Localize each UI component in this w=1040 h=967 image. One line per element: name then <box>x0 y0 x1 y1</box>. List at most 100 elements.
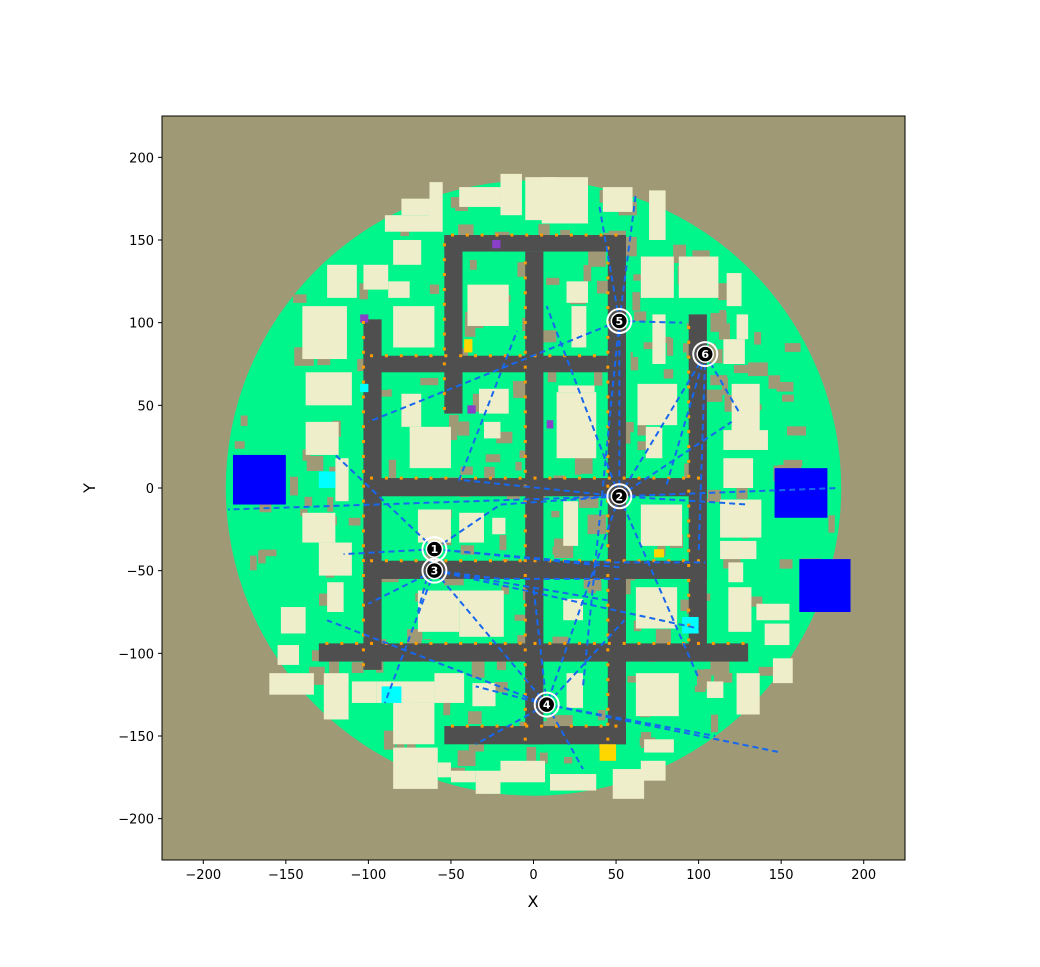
building <box>459 590 504 637</box>
road-marker <box>361 618 365 622</box>
road-marker <box>442 317 446 321</box>
road-marker <box>355 641 359 645</box>
water-block <box>799 559 851 612</box>
road-marker <box>523 350 527 354</box>
road-marker <box>523 425 527 429</box>
building <box>558 385 595 393</box>
ground-patch <box>515 461 522 471</box>
x-tick-label: −50 <box>437 868 464 883</box>
ground-patch <box>244 573 253 589</box>
road-marker <box>523 722 527 726</box>
y-tick-label: 50 <box>137 399 154 414</box>
road-marker <box>548 559 552 563</box>
road-marker <box>510 233 514 237</box>
road-marker <box>540 233 544 237</box>
route-path <box>618 353 707 497</box>
ground-patch <box>709 363 728 373</box>
road-marker <box>606 737 610 741</box>
road-marker <box>606 246 610 250</box>
ground-patch <box>383 730 396 750</box>
y-tick-label: 200 <box>129 151 154 166</box>
road-marker <box>687 564 691 568</box>
ground-patch <box>663 369 674 379</box>
road-marker <box>667 476 671 480</box>
ground-patch <box>415 397 428 413</box>
road-marker <box>687 415 691 419</box>
ground-patch <box>768 375 781 389</box>
road-marker <box>444 476 448 480</box>
road-marker <box>696 641 700 645</box>
road-marker <box>606 529 610 533</box>
route-node-6: 6 <box>692 341 719 368</box>
road-marker <box>523 603 527 607</box>
node-dot <box>425 561 444 580</box>
ground-patch <box>471 759 485 769</box>
road-marker <box>442 347 446 351</box>
road-marker <box>399 354 403 358</box>
ground-patch <box>545 620 558 640</box>
ground-patch <box>643 342 661 350</box>
route-node-1: 1 <box>421 536 448 563</box>
road-marker <box>523 707 527 711</box>
road-marker <box>687 623 691 627</box>
road-marker <box>459 641 463 645</box>
road-marker <box>687 430 691 434</box>
road-marker <box>442 362 446 366</box>
ground-patch <box>329 637 346 648</box>
ground-patch <box>450 197 466 208</box>
route-path <box>368 320 620 423</box>
building <box>335 458 349 502</box>
ground-patch <box>634 311 647 322</box>
ground-patch <box>717 283 730 301</box>
building <box>612 769 645 799</box>
building <box>728 562 744 583</box>
node-dot <box>696 345 714 363</box>
road-marker <box>606 380 610 384</box>
ground-patch <box>637 441 648 451</box>
road-marker <box>606 350 610 354</box>
road-marker <box>361 559 365 563</box>
route-path <box>434 548 620 569</box>
building <box>556 392 597 459</box>
road-marker <box>533 476 537 480</box>
purple-block <box>546 420 554 429</box>
ground-patch <box>683 343 693 358</box>
building <box>393 702 435 745</box>
road-marker <box>687 608 691 612</box>
road-marker <box>741 641 745 645</box>
route-path <box>457 330 620 498</box>
building <box>269 673 314 695</box>
ground-patch <box>679 697 688 707</box>
road-marker <box>687 504 691 508</box>
ground-patch <box>293 294 307 303</box>
road-marker <box>480 233 484 237</box>
road-marker <box>606 588 610 592</box>
road-marker <box>474 641 478 645</box>
ground-patch <box>501 585 510 595</box>
road-marker <box>606 707 610 711</box>
building <box>401 393 422 427</box>
ground-patch <box>764 451 774 461</box>
road-marker <box>606 633 610 637</box>
y-axis-ticks: −200 −150 −100 −50 0 50 100 150 200 <box>118 151 162 828</box>
ground-patch <box>514 614 529 621</box>
building <box>280 607 306 634</box>
road-marker <box>361 544 365 548</box>
ground-patch <box>469 259 477 270</box>
road-marker <box>687 593 691 597</box>
ground-patch <box>624 537 636 557</box>
road-marker <box>569 724 573 728</box>
ground-patch <box>583 265 592 282</box>
node-dot <box>610 312 629 330</box>
purple-block <box>360 314 369 323</box>
ground-patch <box>661 323 679 338</box>
road-marker <box>687 325 691 329</box>
node-label: 6 <box>701 348 709 361</box>
ground-patch <box>673 348 680 356</box>
road-marker <box>599 724 603 728</box>
road-marker <box>687 489 691 493</box>
ground-patch <box>304 496 313 507</box>
road-marker <box>370 354 374 358</box>
ground-patch <box>554 252 563 263</box>
road-marker <box>682 476 686 480</box>
